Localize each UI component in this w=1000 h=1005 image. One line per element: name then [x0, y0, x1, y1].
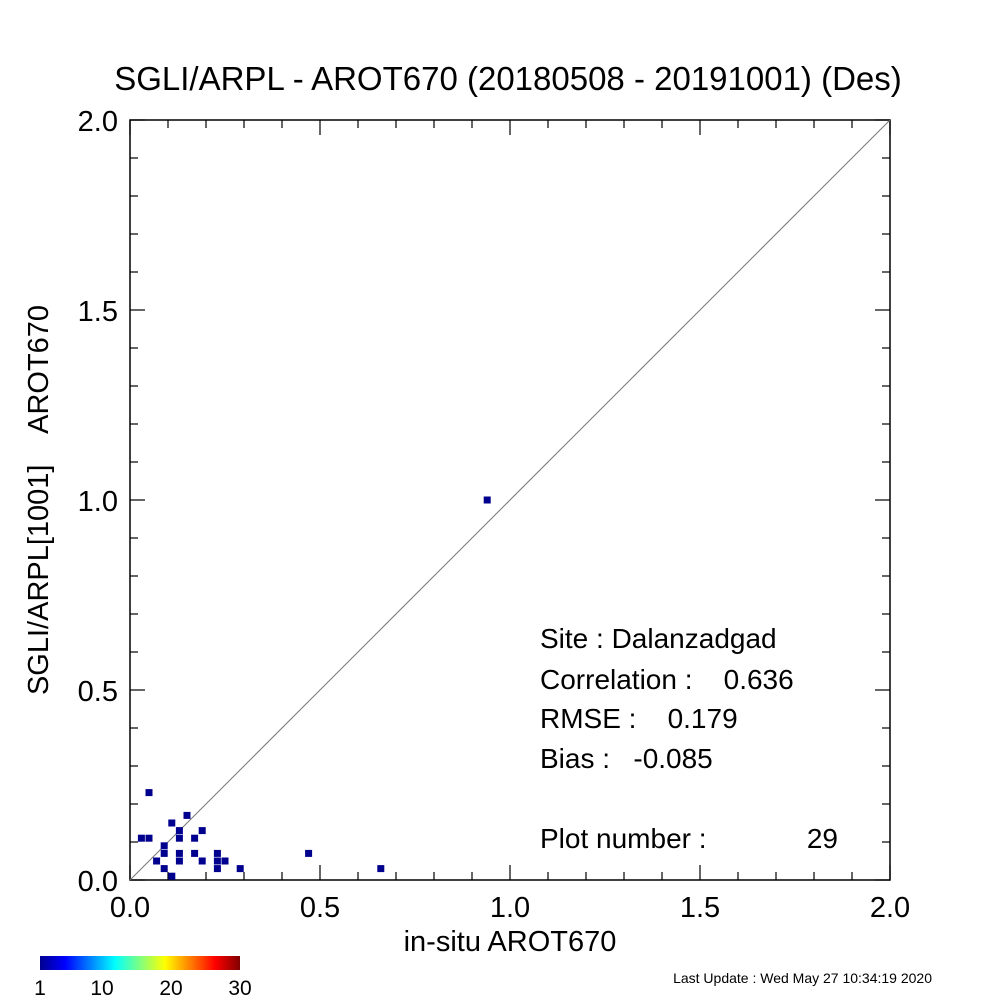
stats-panel: Site : Dalanzadgad Correlation : 0.636 R…	[540, 623, 838, 854]
colorbar-tick-label: 20	[159, 977, 182, 1000]
data-point	[175, 849, 183, 857]
correlation-label: Correlation : 0.636	[540, 664, 794, 695]
data-point	[175, 834, 183, 842]
data-point	[160, 865, 168, 873]
data-point	[191, 834, 199, 842]
data-point	[213, 865, 221, 873]
y-axis-title: SGLI/ARPL[1001] AROT670	[23, 305, 55, 695]
data-points	[137, 496, 491, 880]
data-point	[183, 811, 191, 819]
y-tick-label: 1.5	[78, 296, 118, 328]
data-point	[145, 834, 153, 842]
last-update-label: Last Update : Wed May 27 10:34:19 2020	[673, 970, 932, 986]
x-tick-label: 1.0	[490, 892, 530, 924]
data-point	[137, 834, 145, 842]
x-tick-label: 1.5	[680, 892, 720, 924]
data-point	[305, 849, 313, 857]
data-point	[198, 827, 206, 835]
data-point	[213, 849, 221, 857]
y-tick-label: 0.5	[78, 676, 118, 708]
data-point	[160, 849, 168, 857]
x-tick-label: 2.0	[870, 892, 910, 924]
data-point	[175, 857, 183, 865]
y-tick-label: 1.0	[78, 486, 118, 518]
x-tick-labels: 0.0 0.5 1.0 1.5 2.0	[110, 892, 910, 924]
plot-number-label: Plot number :	[540, 823, 707, 854]
colorbar-tick-label: 30	[228, 977, 251, 1000]
plot-number-value: 29	[807, 823, 838, 854]
data-point	[483, 496, 491, 504]
data-point	[145, 789, 153, 797]
one-to-one-line	[129, 119, 891, 881]
colorbar-tick-label: 10	[90, 977, 113, 1000]
data-point	[213, 857, 221, 865]
y-tick-label: 2.0	[78, 106, 118, 138]
y-tick-label: 0.0	[78, 866, 118, 898]
x-tick-label: 0.5	[300, 892, 340, 924]
colorbar-tick-label: 1	[34, 977, 46, 1000]
x-axis-title: in-situ AROT670	[404, 926, 617, 958]
rmse-label: RMSE : 0.179	[540, 703, 738, 734]
y-tick-labels: 0.0 0.5 1.0 1.5 2.0	[78, 106, 118, 898]
data-point	[198, 857, 206, 865]
bias-label: Bias : -0.085	[540, 743, 713, 774]
colorbar	[40, 956, 240, 970]
chart-title: SGLI/ARPL - AROT670 (20180508 - 20191001…	[114, 60, 902, 97]
axis-ticks	[129, 119, 891, 881]
data-point	[236, 865, 244, 873]
data-point	[153, 857, 161, 865]
data-point	[168, 872, 176, 880]
data-point	[175, 827, 183, 835]
data-point	[191, 849, 199, 857]
data-point	[168, 819, 176, 827]
data-point	[221, 857, 229, 865]
site-label: Site : Dalanzadgad	[540, 623, 777, 654]
colorbar-labels: 1 10 20 30	[34, 977, 252, 1000]
x-tick-label: 0.0	[110, 892, 150, 924]
data-point	[160, 842, 168, 850]
data-point	[377, 865, 385, 873]
